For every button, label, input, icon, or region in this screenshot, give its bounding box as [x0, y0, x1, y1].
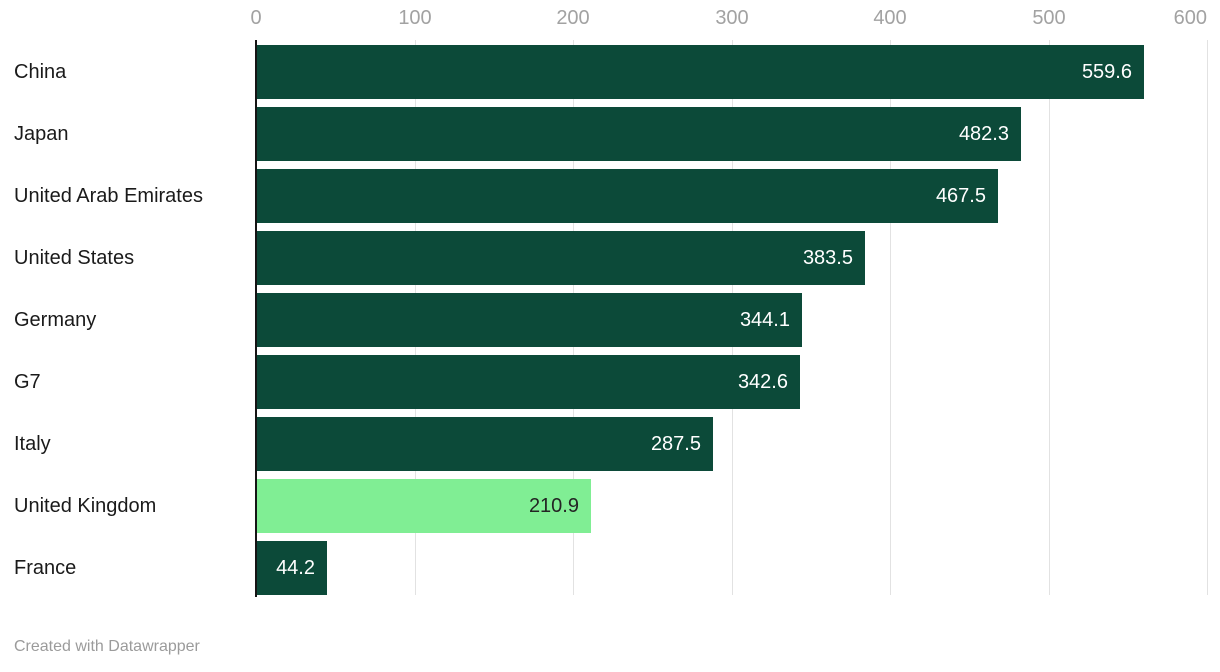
bar-value-label: 344.1 — [739, 309, 790, 331]
category-label: Germany — [14, 309, 97, 331]
category-label: United Arab Emirates — [14, 185, 203, 207]
axis-tick-label: 600 — [1173, 7, 1207, 29]
category-label: China — [14, 61, 67, 83]
gridline — [1207, 40, 1208, 595]
axis-tick-label: 200 — [556, 7, 590, 29]
bar: 210.9 — [257, 479, 591, 533]
gridline — [1049, 40, 1050, 595]
bar-value-label: 559.6 — [1081, 61, 1132, 83]
category-label: United States — [14, 247, 135, 269]
bar: 482.3 — [257, 107, 1021, 161]
bar: 559.6 — [257, 45, 1144, 99]
bar: 344.1 — [257, 293, 802, 347]
category-label: Japan — [14, 123, 69, 145]
bar-value-label: 44.2 — [276, 557, 315, 579]
axis-tick-label: 300 — [715, 7, 749, 29]
category-label: France — [14, 557, 77, 579]
bar-value-label: 383.5 — [802, 247, 853, 269]
bar: 287.5 — [257, 417, 713, 471]
axis-tick-label: 100 — [398, 7, 432, 29]
bar: 383.5 — [257, 231, 865, 285]
bar: 467.5 — [257, 169, 998, 223]
axis-tick-label: 0 — [250, 7, 262, 29]
axis-tick-label: 400 — [873, 7, 907, 29]
bar-value-label: 342.6 — [737, 371, 788, 393]
axis-tick-label: 500 — [1032, 7, 1066, 29]
category-label: Italy — [14, 433, 51, 455]
category-label: G7 — [14, 371, 41, 393]
bar: 44.2 — [257, 541, 327, 595]
bar-value-label: 482.3 — [958, 123, 1009, 145]
category-label: United Kingdom — [14, 495, 157, 517]
datawrapper-credit: Created with Datawrapper — [14, 638, 200, 655]
bar: 342.6 — [257, 355, 800, 409]
bar-value-label: 467.5 — [935, 185, 986, 207]
y-axis-line — [255, 40, 257, 597]
gridline — [890, 40, 891, 595]
bar-value-label: 210.9 — [528, 495, 579, 517]
bar-value-label: 287.5 — [650, 433, 701, 455]
